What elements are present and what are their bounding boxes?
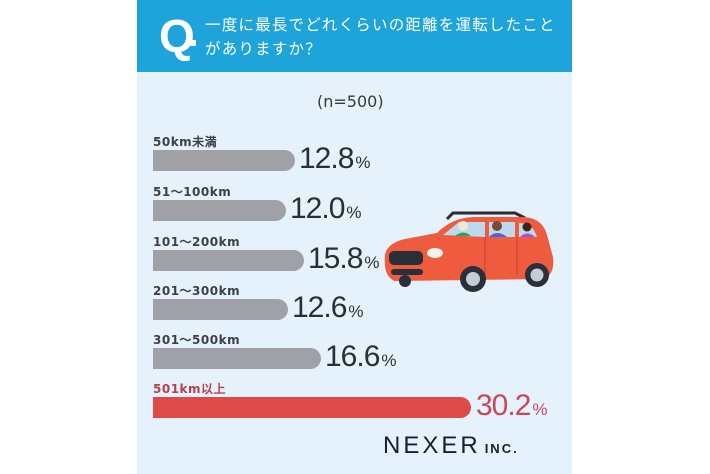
q-dot-decoration: [190, 40, 196, 46]
question-header: Q 一度に最長でどれくらいの距離を運転したことがありますか？: [137, 0, 572, 72]
chart-row: 51～100km 12.0%: [153, 183, 573, 231]
value-label: 16.6%: [325, 341, 397, 377]
value-label: 15.8%: [308, 243, 380, 279]
sample-size-label: (n=500): [317, 92, 384, 111]
bar: [153, 299, 288, 320]
car-illustration-icon: [384, 211, 554, 292]
bar: [153, 150, 295, 171]
value-number: 30.2: [476, 389, 531, 422]
value-label: 12.0%: [290, 193, 362, 229]
value-number: 12.8: [299, 142, 354, 175]
percent-sign: %: [532, 400, 548, 419]
percent-sign: %: [355, 153, 371, 172]
logo-suffix: INC.: [484, 441, 519, 456]
row-label: 50km未満: [153, 135, 218, 149]
row-label: 501km以上: [153, 382, 227, 396]
chart-row: 201～300km 12.6%: [153, 282, 573, 330]
row-label: 301～500km: [153, 333, 241, 347]
chart-row-highlighted: 501km以上 30.2%: [153, 380, 573, 428]
value-label: 12.6%: [292, 292, 364, 328]
company-logo: NEXER INC.: [383, 432, 519, 460]
bar: [153, 200, 286, 221]
value-number: 16.6: [325, 340, 380, 373]
row-label: 201～300km: [153, 284, 241, 298]
percent-sign: %: [346, 203, 362, 222]
value-number: 12.6: [292, 291, 347, 324]
chart-row: 301～500km 16.6%: [153, 331, 573, 379]
q-mark: Q: [159, 10, 195, 62]
chart-row: 101～200km 15.8%: [153, 233, 573, 281]
bar: [153, 250, 304, 271]
chart-row: 50km未満 12.8%: [153, 133, 573, 181]
percent-sign: %: [348, 302, 364, 321]
percent-sign: %: [381, 351, 397, 370]
value-number: 12.0: [290, 192, 345, 225]
row-label: 101～200km: [153, 235, 241, 249]
bar-highlighted: [153, 397, 471, 418]
value-label: 12.8%: [299, 143, 371, 179]
logo-name: NEXER: [383, 432, 481, 459]
survey-card: Q 一度に最長でどれくらいの距離を運転したことがありますか？ (n=500) 5…: [137, 0, 572, 474]
question-text: 一度に最長でどれくらいの距離を運転したことがありますか？: [205, 16, 556, 58]
row-label: 51～100km: [153, 185, 232, 199]
value-label: 30.2%: [476, 390, 548, 426]
value-number: 15.8: [308, 242, 363, 275]
percent-sign: %: [364, 253, 380, 272]
bar: [153, 348, 321, 369]
